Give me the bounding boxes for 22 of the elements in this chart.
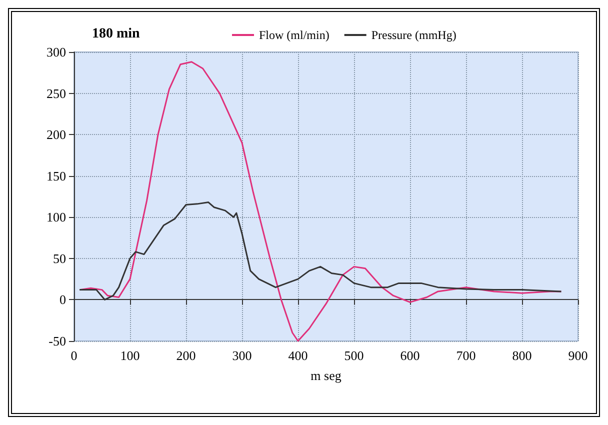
- x-tick-label: 500: [344, 348, 364, 363]
- legend-label: Pressure (mmHg): [371, 28, 456, 42]
- y-tick-label: 50: [53, 250, 66, 266]
- x-axis-title: m seg: [310, 368, 342, 383]
- x-tick-label: 200: [176, 348, 196, 363]
- x-tick-label: 700: [456, 348, 476, 363]
- x-tick-label: 300: [232, 348, 252, 363]
- x-tick-label: 600: [400, 348, 420, 363]
- x-tick-label: 800: [512, 348, 532, 363]
- legend-label: Flow (ml/min): [259, 28, 330, 42]
- x-tick-label: 100: [120, 348, 140, 363]
- y-tick-label: 300: [46, 44, 66, 60]
- x-tick-label: 400: [288, 348, 308, 363]
- chart-title: 180 min: [92, 26, 140, 42]
- x-tick-label: 0: [70, 348, 78, 363]
- y-tick-label: 200: [46, 127, 66, 142]
- y-tick-label: 0: [60, 292, 66, 308]
- y-tick-label: 100: [46, 210, 66, 225]
- y-tick-label: 250: [46, 86, 66, 101]
- y-tick-label: -50: [48, 334, 66, 348]
- y-tick-label: 150: [46, 168, 66, 184]
- x-tick-label: 900: [568, 348, 588, 363]
